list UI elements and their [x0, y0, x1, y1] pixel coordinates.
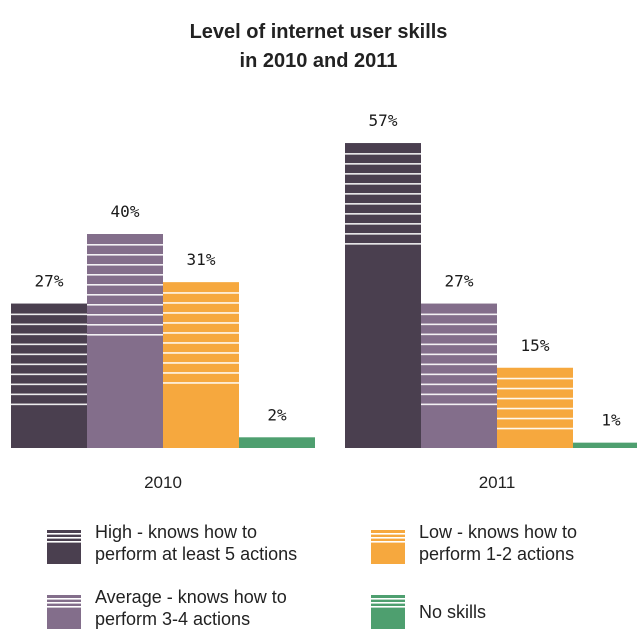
- value-label-no-2010: 2%: [267, 405, 287, 424]
- legend-label-average-line-1: Average - knows how to: [95, 587, 287, 607]
- chart-title: Level of internet user skills in 2010 an…: [0, 18, 637, 76]
- value-label-average-2011: 27%: [445, 272, 474, 291]
- legend-swatch-no: [371, 595, 405, 629]
- legend-swatch-average: [47, 595, 81, 629]
- legend-label-low-line-2: perform 1-2 actions: [419, 544, 574, 564]
- x-tick-label-2010: 2010: [144, 473, 182, 492]
- bar-no-2011: [573, 442, 637, 448]
- bar-average-2010: [87, 234, 163, 448]
- value-label-high-2010: 27%: [35, 272, 64, 291]
- bar-average-2011: [421, 303, 497, 448]
- bars-layer: 27% 40% 31% 2% 2010 57% 27% 15% 1% 2011: [11, 111, 637, 492]
- bar-no-2010: [239, 437, 315, 448]
- legend-label-high-line-2: perform at least 5 actions: [95, 544, 297, 564]
- legend-item-no: No skills: [371, 595, 486, 629]
- value-label-low-2011: 15%: [521, 336, 550, 355]
- bar-high-2010: [11, 303, 87, 448]
- value-label-high-2011: 57%: [369, 111, 398, 130]
- chart-title-line-2: in 2010 and 2011: [239, 50, 398, 72]
- legend-swatch-high: [47, 530, 81, 564]
- value-label-average-2010: 40%: [111, 202, 140, 221]
- legend-label-low-line-1: Low - knows how to: [419, 522, 577, 542]
- bar-high-2011: [345, 143, 421, 449]
- legend-swatch-low: [371, 530, 405, 564]
- value-label-low-2010: 31%: [187, 250, 216, 269]
- legend-label-average-line-2: perform 3-4 actions: [95, 609, 250, 629]
- value-label-no-2011: 1%: [601, 411, 621, 430]
- legend-label-high-line-1: High - knows how to: [95, 522, 257, 542]
- chart-title-line-1: Level of internet user skills: [189, 21, 448, 43]
- bar-low-2010: [163, 282, 239, 448]
- legend-label-no: No skills: [419, 602, 486, 622]
- bar-low-2011: [497, 367, 573, 448]
- x-tick-label-2011: 2011: [479, 473, 516, 492]
